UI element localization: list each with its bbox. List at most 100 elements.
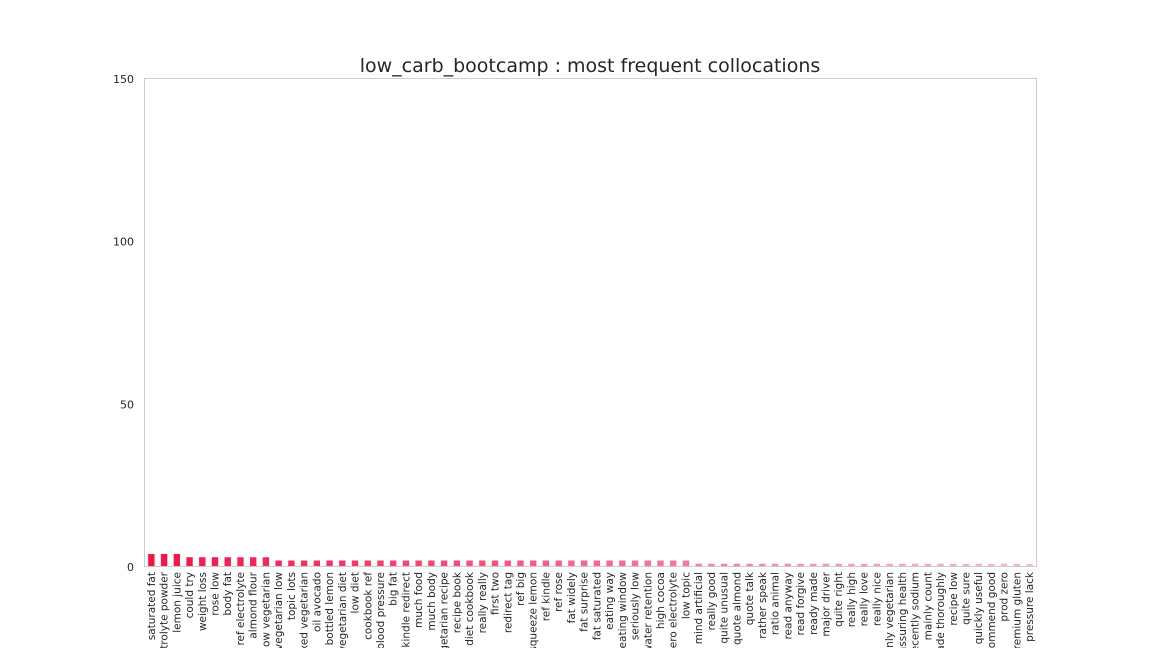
bar [504,560,511,567]
x-tick-label: low topic [680,572,692,619]
x-tick-label: low diet [350,572,362,613]
x-tick-label: ready made [808,572,820,635]
x-tick-label: recipe low [948,572,960,626]
bar [326,560,333,567]
bar [822,563,830,567]
bar [148,553,155,567]
bar [390,560,397,567]
bar [288,560,295,567]
x-tick-label: major driver [820,571,832,636]
x-tick-label: saturated fat [146,572,158,640]
bar [950,563,957,567]
x-tick-label: first two [490,572,502,615]
x-tick-label: prod zero [999,572,1011,622]
x-tick-label: ref kindle [540,572,552,621]
x-tick-label: ratio animal [770,572,782,635]
bar [402,560,410,567]
bar [237,557,244,567]
x-tick-label: fat saturated [591,572,603,640]
bar [339,560,346,567]
x-tick-label: rose low [210,572,222,616]
bar [1026,563,1033,567]
bar [810,563,817,567]
x-tick-label: diet cookbook [464,571,476,646]
plot-frame [144,78,1037,567]
x-tick-label: fat widely [566,572,578,623]
bar [1013,563,1021,567]
bar [250,557,257,567]
bar [199,557,206,567]
x-tick-label: electrolyte powder [159,571,171,648]
bar [211,557,219,567]
x-tick-label: cookbook ref [362,572,374,640]
bar [453,560,461,567]
x-tick-label: mixed vegetarian [299,572,311,648]
x-tick-label: redirect tag [502,572,514,633]
x-tick-label: pressure lack [1024,571,1036,642]
x-tick-label: mainly vegetarian [884,572,896,648]
x-tick-label: really high [846,572,858,627]
bar [517,560,524,567]
bar [300,560,308,567]
bar [848,563,855,567]
bar [746,563,753,567]
y-tick-label: 100 [113,236,134,249]
bar [173,553,181,567]
x-tick-label: read anyway [782,572,794,640]
bar [644,560,651,567]
y-tick-label: 50 [120,398,134,411]
bar [835,563,842,567]
x-tick-label: eating way [604,572,616,630]
bar [937,563,944,567]
x-tick-label: rather speak [757,571,769,639]
x-tick-label: premium gluten [1011,572,1023,648]
bar [593,560,601,567]
x-tick-label: low vegetarian [260,572,272,648]
bar [1000,563,1008,567]
y-tick-label: 0 [127,561,134,574]
x-tick-label: fat surprise [579,572,591,632]
x-tick-label: ref big [515,572,527,606]
x-tick-label: quite unusual [719,572,731,644]
x-tick-label: blood pressure [375,572,387,648]
bar [784,563,791,567]
x-tick-label: really nice [871,572,883,626]
bar [860,563,868,567]
x-tick-label: really love [859,572,871,626]
x-tick-label: eating window [617,572,629,648]
x-axis: saturated fat electrolyte powder lemon jui… [146,571,1036,648]
bar [186,557,193,567]
x-tick-label: really good [706,572,718,631]
bar [797,563,804,567]
bar [415,560,422,567]
x-tick-label: much body [426,572,438,631]
bar [619,560,626,567]
bar [275,560,282,567]
bar [670,560,677,567]
x-tick-label: much food [413,572,425,628]
chart-title: low_carb_bootcamp : most frequent colloc… [360,55,821,77]
bar [873,563,881,567]
bar [606,560,613,567]
bar [479,560,486,567]
x-tick-label: could try [184,572,196,618]
x-tick-label: really really [477,572,489,633]
bar [657,560,664,567]
x-tick-label: vegetarian low [273,572,285,648]
x-tick-label: read forgive [795,572,807,636]
y-tick-label: 150 [113,73,134,86]
bar [631,560,639,567]
x-tick-label: body fat [222,572,234,616]
bar [364,560,371,567]
bar [491,560,499,567]
x-tick-label: zero electrolyte [668,572,680,648]
x-tick-label: quite sure [960,572,972,625]
x-tick-label: quickly useful [973,572,985,644]
bar [428,560,435,567]
bar [988,563,995,567]
bar [720,563,728,567]
bar [542,560,550,567]
bar [160,553,168,567]
